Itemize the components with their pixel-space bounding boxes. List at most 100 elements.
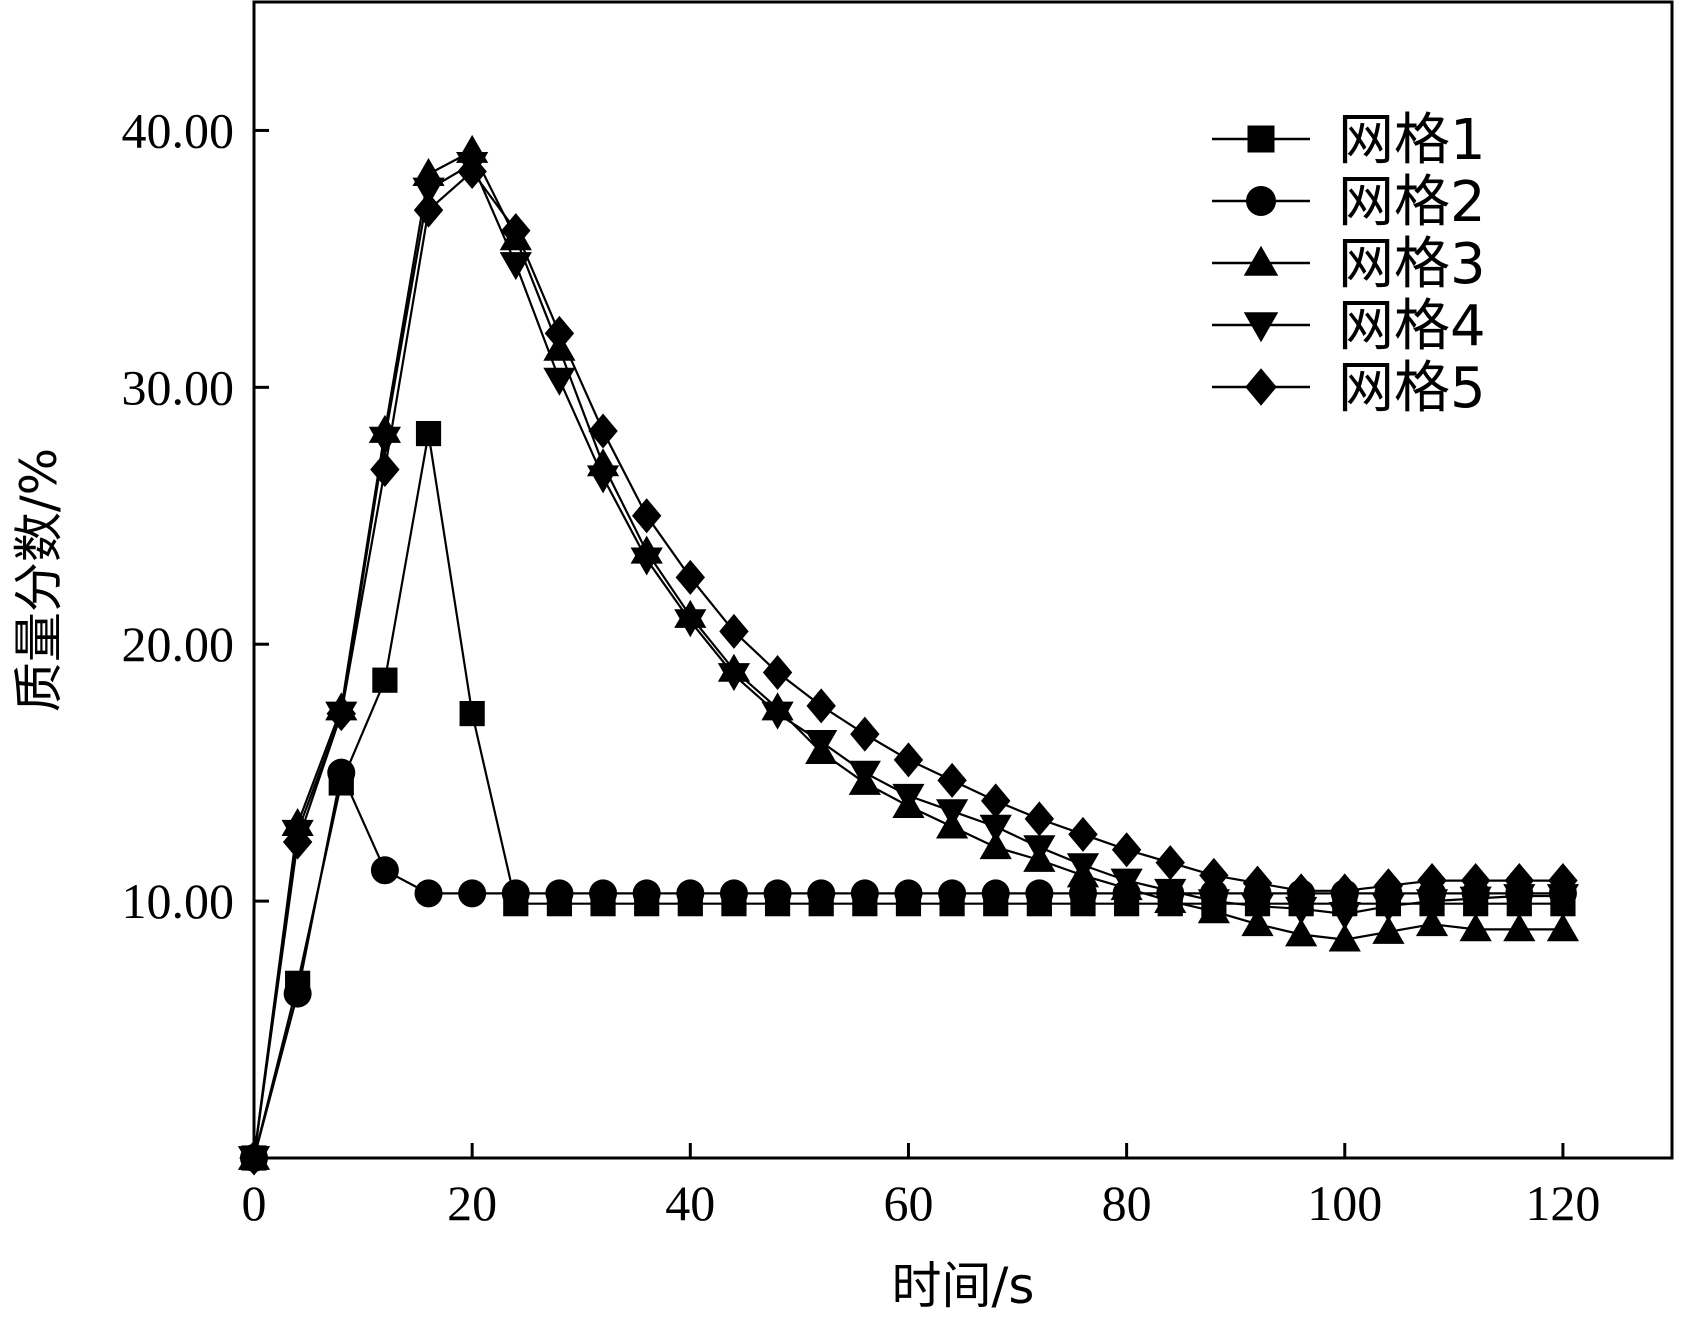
legend-label: 网格5: [1338, 356, 1486, 421]
y-tick-label: 20.00: [122, 616, 235, 672]
data-point-series-4: [892, 783, 925, 812]
data-point-series-5: [1242, 865, 1273, 901]
data-point-series-2: [894, 879, 923, 908]
data-point-series-2: [370, 856, 399, 885]
data-point-series-5: [1068, 816, 1098, 852]
data-point-series-5: [1373, 868, 1404, 904]
legend-marker: [1243, 312, 1279, 343]
y-axis-title: 质量分数/%: [10, 448, 68, 712]
x-axis-title: 时间/s: [892, 1257, 1035, 1315]
x-tick-label: 20: [447, 1175, 497, 1231]
data-point-series-2: [458, 879, 487, 908]
data-point-series-4: [630, 547, 663, 576]
legend-item: 网格4: [1212, 294, 1486, 359]
x-axis: 0 20 40 60 80 100 120: [242, 1143, 1600, 1231]
data-point-series-5: [501, 213, 531, 249]
data-point-series-5: [937, 762, 967, 798]
data-point-series-5: [719, 613, 749, 649]
y-tick-label: 30.00: [122, 359, 235, 415]
legend-label: 网格1: [1338, 108, 1486, 173]
data-point-series-4: [543, 367, 576, 396]
data-point-series-5: [850, 716, 880, 752]
data-point-series-3: [1285, 918, 1318, 947]
data-point-series-4: [1285, 896, 1318, 925]
data-point-series-5: [1417, 863, 1447, 899]
legend-marker: [1246, 186, 1276, 216]
legend-label: 网格3: [1338, 232, 1486, 297]
data-point-series-1: [372, 667, 398, 693]
series-line-2: [252, 769, 1563, 1159]
data-point-series-2: [676, 879, 705, 908]
data-point-series-2: [414, 879, 443, 908]
data-point-series-5: [326, 696, 356, 732]
data-point-series-1: [459, 700, 485, 727]
data-point-series-2: [1025, 879, 1054, 908]
data-point-series-4: [1197, 889, 1230, 918]
x-tick-label: 120: [1525, 1175, 1600, 1231]
y-tick-label: 10.00: [122, 873, 235, 929]
data-point-series-2: [632, 879, 661, 908]
data-point-series-5: [1155, 845, 1185, 881]
x-tick-label: 100: [1307, 1175, 1382, 1231]
data-point-series-3: [1372, 915, 1405, 944]
data-point-series-4: [586, 465, 620, 494]
data-point-series-4: [499, 252, 532, 281]
legend-label: 网格2: [1338, 170, 1486, 235]
data-point-series-3: [1415, 908, 1449, 937]
data-point-series-5: [762, 654, 793, 690]
data-point-series-4: [1154, 878, 1187, 907]
legend-item: 网格2: [1212, 170, 1486, 235]
data-point-series-3: [1459, 913, 1492, 942]
data-point-series-5: [1199, 857, 1229, 893]
data-point-series-2: [589, 879, 618, 908]
data-point-series-5: [282, 824, 313, 860]
data-point-series-5: [631, 498, 662, 534]
data-point-series-4: [1241, 894, 1274, 923]
data-point-series-5: [675, 559, 706, 595]
data-point-series-5: [413, 192, 444, 228]
legend-marker: [1245, 368, 1277, 406]
data-point-series-5: [457, 154, 487, 190]
data-point-series-4: [761, 701, 794, 730]
data-point-series-4: [1110, 868, 1143, 897]
data-point-series-4: [1066, 853, 1100, 882]
data-point-series-5: [1330, 873, 1360, 909]
data-point-series-4: [935, 799, 969, 828]
data-point-series-4: [1459, 886, 1492, 915]
data-point-series-4: [674, 609, 707, 638]
data-point-series-3: [1546, 913, 1580, 942]
legend-item: 网格3: [1212, 232, 1486, 297]
data-point-series-5: [893, 742, 924, 778]
data-point-series-5: [1548, 863, 1578, 899]
data-point-series-2: [501, 879, 530, 908]
data-point-series-5: [981, 783, 1011, 819]
legend-item: 网格1: [1212, 108, 1486, 173]
data-point-series-4: [717, 663, 751, 692]
data-point-series-4: [1503, 884, 1536, 913]
legend-marker: [1247, 125, 1275, 153]
data-point-series-5: [1286, 873, 1316, 909]
x-tick-label: 40: [665, 1175, 715, 1231]
data-point-series-5: [1460, 863, 1491, 899]
data-point-series-4: [412, 177, 445, 206]
data-point-series-4: [1546, 884, 1580, 913]
data-point-series-5: [370, 452, 400, 488]
data-point-series-4: [979, 814, 1012, 843]
plot-frame: [252, 0, 1674, 1160]
data-point-series-2: [981, 879, 1010, 908]
data-point-series-5: [588, 413, 618, 449]
data-point-series-4: [805, 729, 838, 758]
data-point-series-4: [368, 426, 401, 455]
data-point-series-4: [1415, 889, 1449, 918]
data-point-series-5: [806, 688, 836, 724]
data-point-series-2: [763, 879, 792, 908]
data-point-series-4: [1372, 894, 1405, 923]
data-point-series-2: [938, 879, 967, 908]
data-point-series-4: [1023, 835, 1056, 864]
data-point-series-2: [807, 879, 836, 908]
data-point-series-3: [1328, 923, 1361, 952]
y-axis: 10.00 20.00 30.00 40.00: [122, 102, 269, 929]
data-point-series-2: [327, 758, 356, 787]
data-point-series-2: [719, 879, 748, 908]
